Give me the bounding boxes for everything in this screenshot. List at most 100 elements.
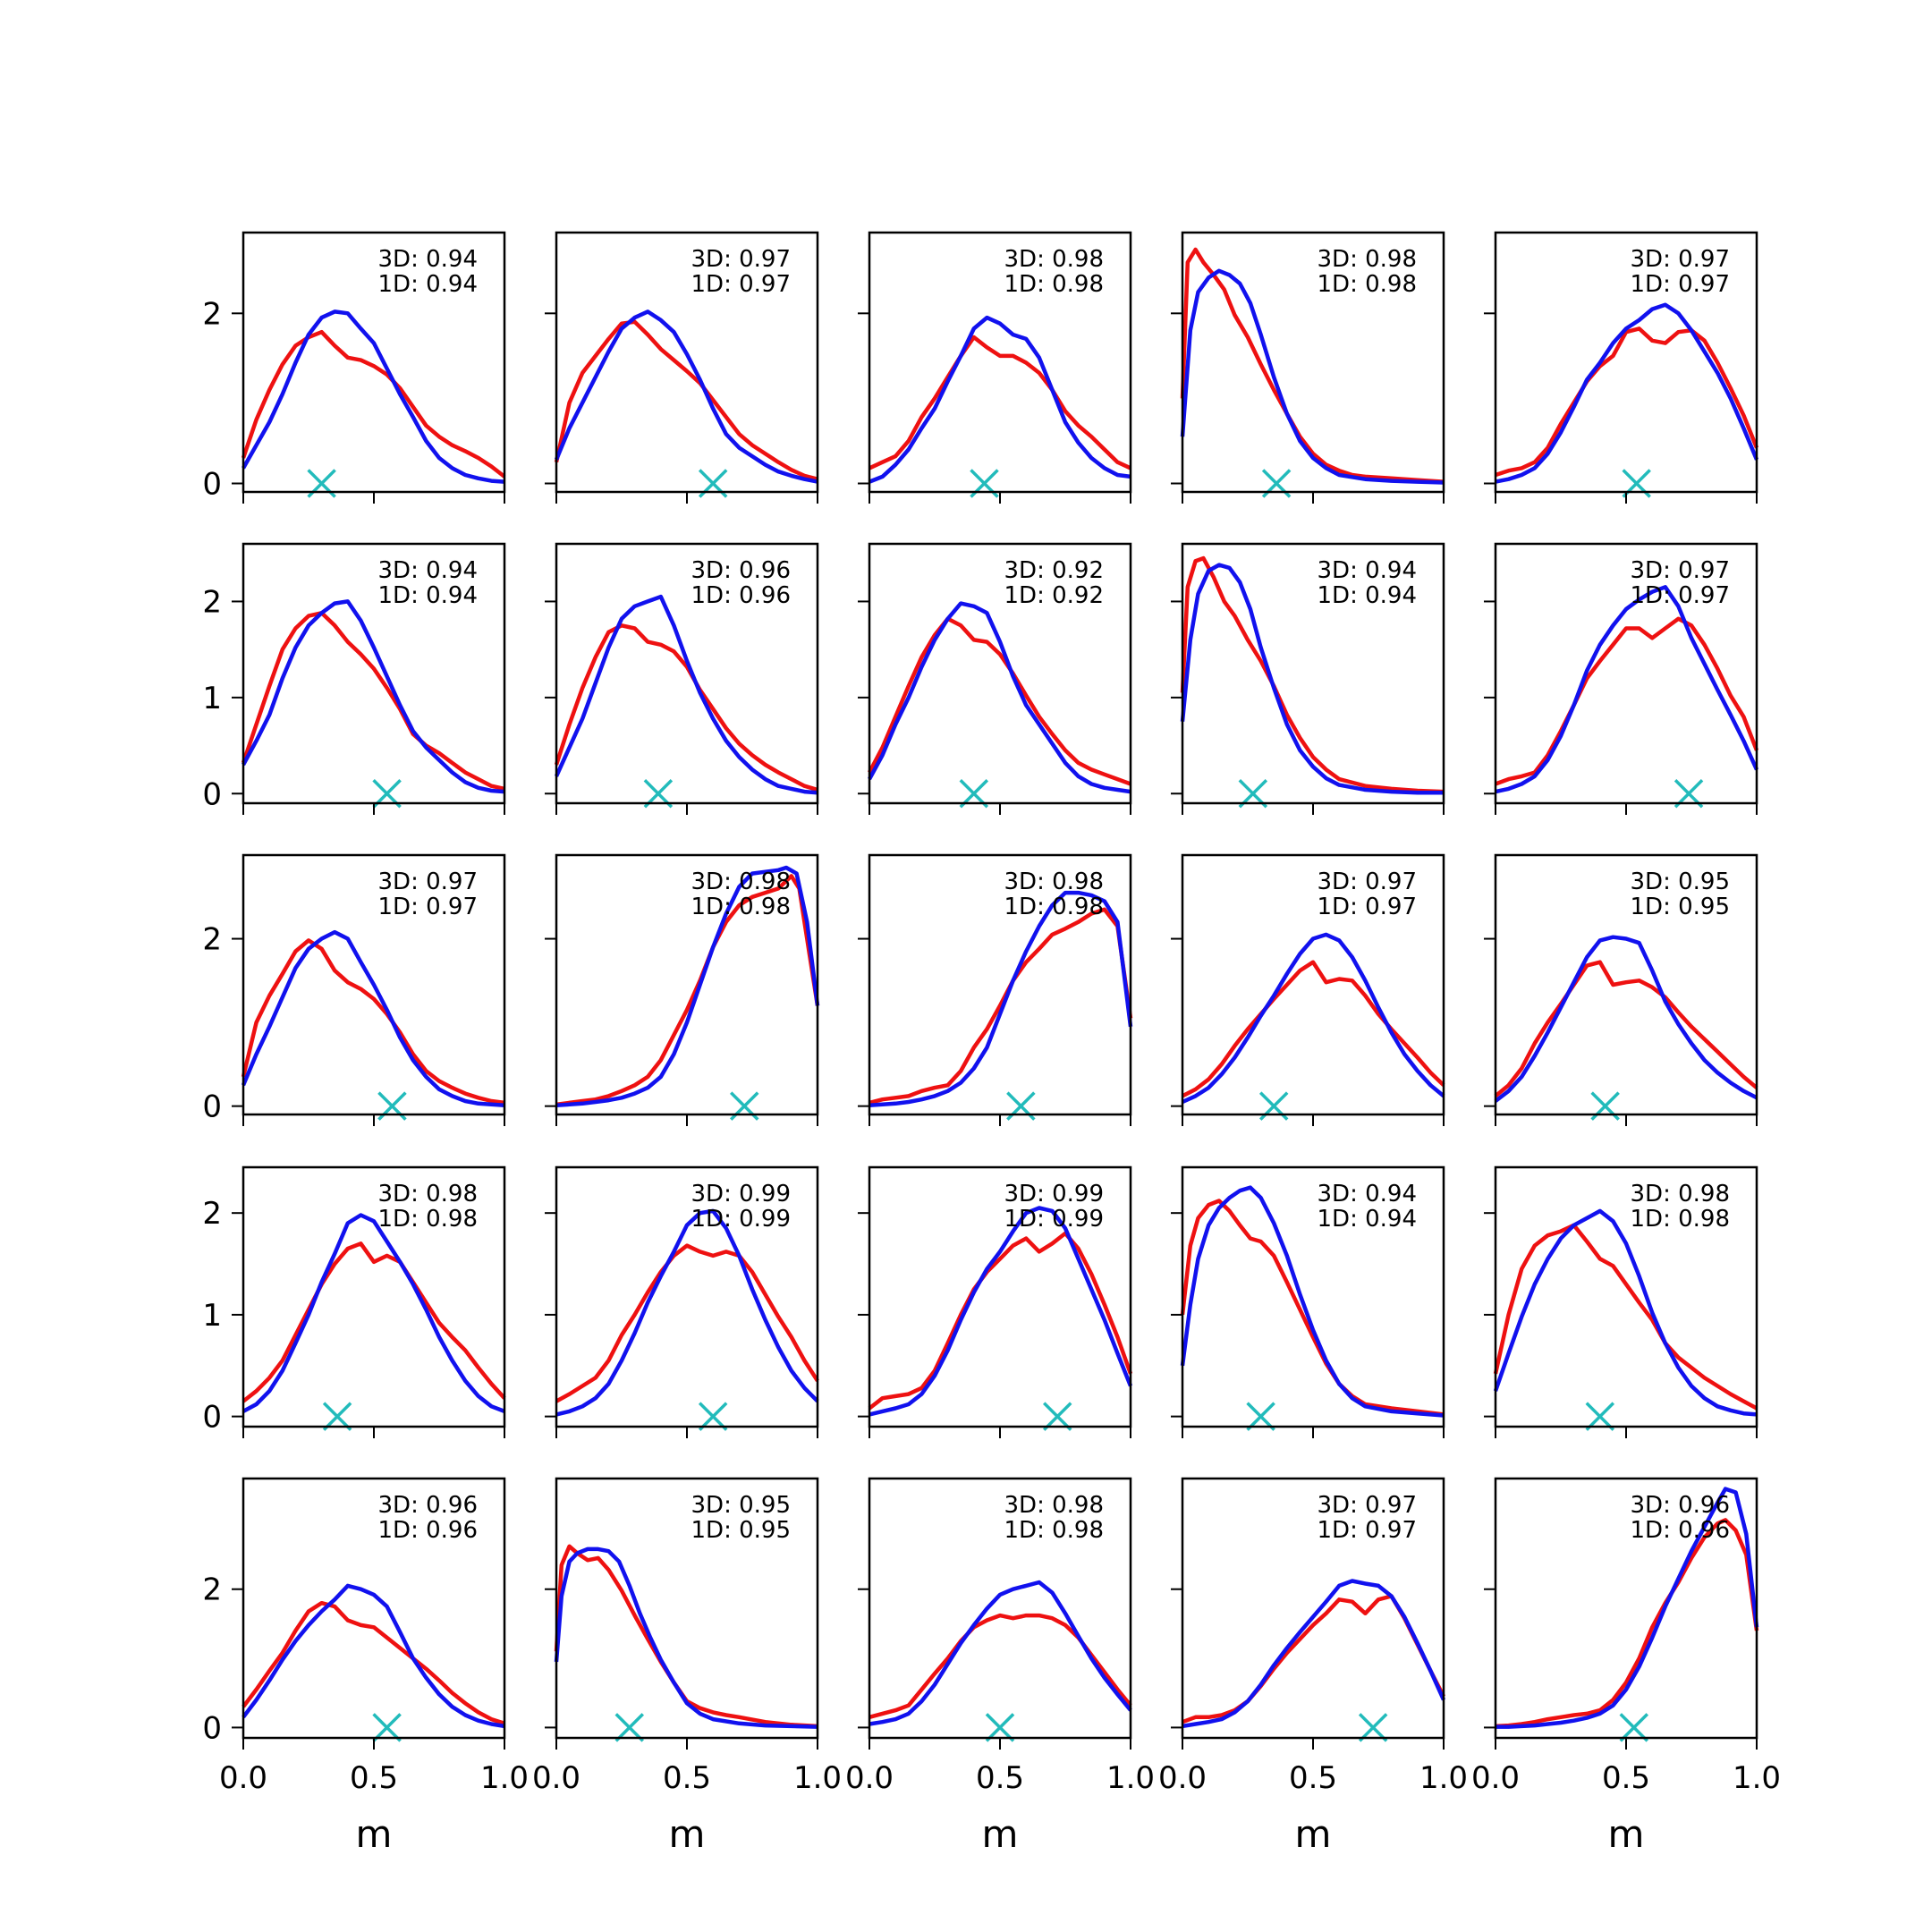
blue-series-line — [1180, 268, 1445, 485]
score-1d-label: 1D: 0.98 — [1004, 894, 1104, 920]
y-tick-label: 2 — [202, 1196, 222, 1232]
x-tick-label: 0.0 — [845, 1760, 894, 1796]
y-tick-label: 2 — [202, 1572, 222, 1608]
blue-series-line — [1182, 1579, 1446, 1729]
y-tick-label: 1 — [202, 1298, 222, 1334]
score-1d-label: 1D: 0.94 — [378, 582, 478, 609]
blue-series-line — [242, 599, 505, 794]
score-3d-label: 3D: 0.97 — [691, 246, 791, 273]
score-3d-label: 3D: 0.97 — [1318, 869, 1417, 895]
score-3d-label: 3D: 0.96 — [691, 557, 791, 584]
red-series-line — [1495, 326, 1759, 478]
x-tick-label: 1.0 — [793, 1760, 842, 1796]
red-series-line — [241, 329, 506, 479]
score-1d-label: 1D: 0.97 — [378, 894, 478, 920]
y-tick-label: 1 — [202, 681, 222, 716]
x-axis-label: m — [356, 1812, 393, 1856]
x-marker — [698, 1402, 728, 1431]
score-3d-label: 3D: 0.98 — [1004, 1492, 1104, 1519]
blue-series-line — [1180, 1185, 1445, 1418]
score-3d-label: 3D: 0.96 — [1631, 1492, 1730, 1519]
score-3d-label: 3D: 0.98 — [1004, 246, 1104, 273]
red-series-line — [1181, 960, 1445, 1098]
red-series-line — [242, 1600, 505, 1725]
blue-series-line — [554, 1546, 818, 1729]
blue-series-line — [242, 1213, 505, 1414]
blue-series-line — [1494, 935, 1758, 1103]
blue-series-line — [1493, 1208, 1758, 1417]
x-tick-label: 0.0 — [532, 1760, 580, 1796]
score-3d-label: 3D: 0.99 — [691, 1181, 791, 1208]
score-3d-label: 3D: 0.94 — [378, 246, 478, 273]
x-tick-label: 0.5 — [1602, 1760, 1650, 1796]
x-marker — [614, 1713, 644, 1742]
y-tick-label: 0 — [202, 466, 222, 502]
x-marker-stroke — [985, 1713, 1015, 1742]
score-1d-label: 1D: 0.92 — [1004, 582, 1104, 609]
red-series-line — [241, 611, 505, 792]
x-marker-stroke — [322, 1402, 352, 1431]
y-tick-label: 2 — [202, 922, 222, 958]
score-1d-label: 1D: 0.96 — [691, 582, 791, 609]
score-1d-label: 1D: 0.98 — [378, 1206, 478, 1233]
x-marker — [1043, 1402, 1072, 1431]
score-1d-label: 1D: 0.98 — [1318, 271, 1417, 298]
blue-series-line — [869, 890, 1133, 1107]
x-marker — [1585, 1402, 1615, 1431]
y-tick-label: 0 — [202, 1089, 222, 1125]
red-series-line — [241, 938, 505, 1106]
red-series-line — [1180, 247, 1445, 484]
x-marker — [322, 1402, 352, 1431]
red-series-line — [555, 874, 820, 1107]
blue-series-line — [869, 315, 1131, 484]
x-tick-label: 0.0 — [219, 1760, 267, 1796]
red-series-line — [554, 319, 818, 481]
red-series-line — [554, 623, 818, 792]
blue-series-line — [868, 601, 1131, 794]
blue-series-line — [1182, 932, 1445, 1105]
red-series-line — [869, 335, 1131, 470]
x-tick-label: 0.5 — [663, 1760, 711, 1796]
y-tick-label: 2 — [202, 296, 222, 332]
x-marker-stroke — [1358, 1713, 1388, 1742]
blue-series-line — [869, 1206, 1133, 1417]
score-3d-label: 3D: 0.95 — [691, 1492, 791, 1519]
blue-series-line — [869, 1580, 1132, 1726]
score-3d-label: 3D: 0.96 — [378, 1492, 478, 1519]
red-series-line — [869, 907, 1133, 1106]
score-3d-label: 3D: 0.97 — [1318, 1492, 1417, 1519]
blue-series-line — [242, 1583, 505, 1729]
y-tick-label: 0 — [202, 1710, 222, 1746]
score-1d-label: 1D: 0.94 — [1318, 582, 1417, 609]
y-tick-label: 0 — [202, 776, 222, 812]
x-tick-label: 1.0 — [1106, 1760, 1155, 1796]
x-marker-stroke — [698, 1402, 728, 1431]
red-series-line — [868, 1231, 1133, 1411]
red-series-line — [1493, 1223, 1758, 1411]
score-3d-label: 3D: 0.94 — [1318, 557, 1417, 584]
red-series-line — [555, 1243, 819, 1403]
score-3d-label: 3D: 0.98 — [1631, 1181, 1730, 1208]
x-axis-label: m — [669, 1812, 706, 1856]
x-marker — [985, 1713, 1015, 1742]
x-marker — [1358, 1713, 1388, 1742]
red-series-line — [1495, 1518, 1759, 1729]
score-1d-label: 1D: 0.94 — [378, 271, 478, 298]
